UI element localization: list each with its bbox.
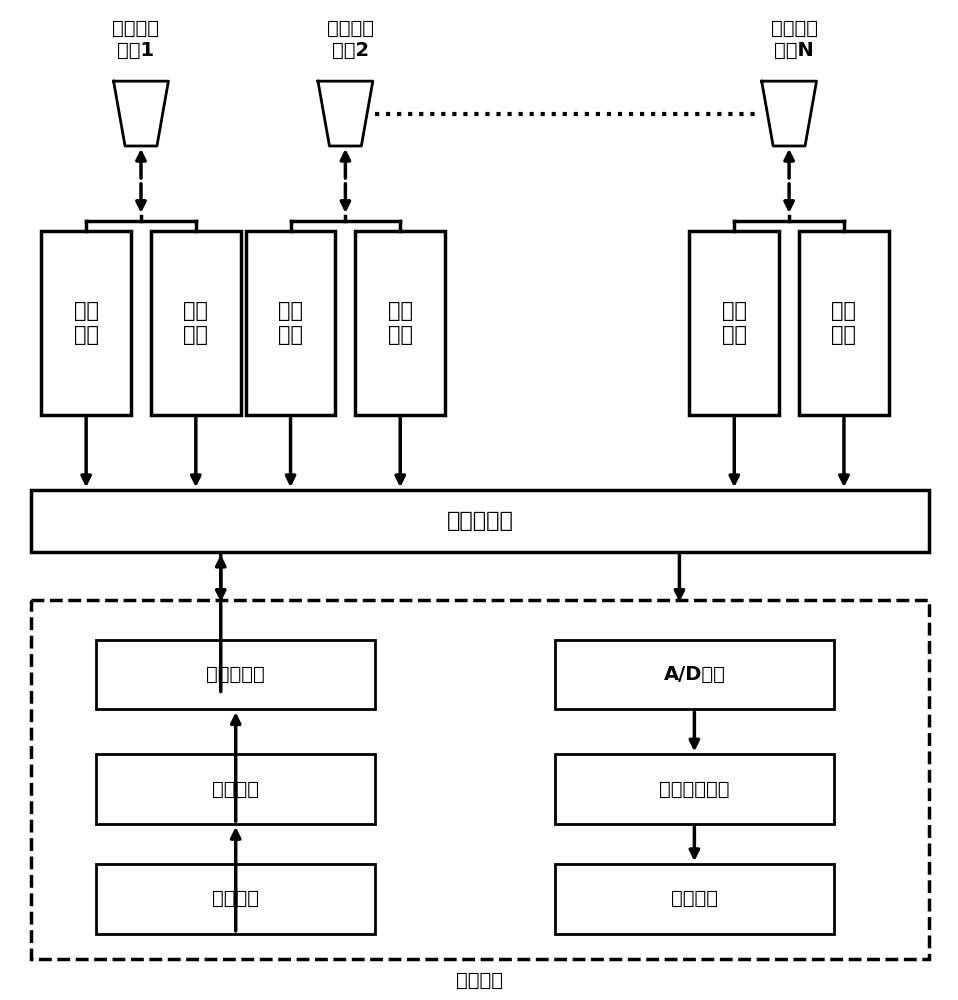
Text: 通道选择: 通道选择 bbox=[213, 889, 260, 908]
Text: 卷积编码: 卷积编码 bbox=[213, 780, 260, 799]
Bar bbox=[32, 600, 928, 959]
Text: 回波
电路: 回波 电路 bbox=[832, 301, 856, 345]
Text: 通道选择器: 通道选择器 bbox=[446, 511, 513, 531]
Text: A/D转换: A/D转换 bbox=[664, 665, 725, 684]
Polygon shape bbox=[114, 81, 169, 146]
Text: 超声波传
感器N: 超声波传 感器N bbox=[770, 19, 817, 60]
Text: 超声波传
感器1: 超声波传 感器1 bbox=[112, 19, 159, 60]
Bar bbox=[32, 490, 928, 552]
Bar bbox=[690, 231, 779, 415]
Bar bbox=[245, 231, 335, 415]
Text: 回波
电路: 回波 电路 bbox=[183, 301, 208, 345]
Text: 距离计算: 距离计算 bbox=[671, 889, 718, 908]
Text: 回波
电路: 回波 电路 bbox=[388, 301, 413, 345]
Bar bbox=[151, 231, 240, 415]
Bar bbox=[96, 864, 376, 934]
Bar bbox=[799, 231, 889, 415]
Bar bbox=[355, 231, 445, 415]
Bar bbox=[555, 754, 834, 824]
Bar bbox=[96, 754, 376, 824]
Text: 载波调制器: 载波调制器 bbox=[206, 665, 265, 684]
Text: 超声波传
感器2: 超声波传 感器2 bbox=[327, 19, 374, 60]
Text: 两步相关处理: 两步相关处理 bbox=[659, 780, 730, 799]
Text: 激励
电路: 激励 电路 bbox=[278, 301, 303, 345]
Polygon shape bbox=[318, 81, 373, 146]
Bar bbox=[555, 640, 834, 709]
Polygon shape bbox=[762, 81, 816, 146]
Text: 微处理器: 微处理器 bbox=[457, 971, 504, 990]
Text: 激励
电路: 激励 电路 bbox=[721, 301, 746, 345]
Bar bbox=[41, 231, 131, 415]
Bar bbox=[96, 640, 376, 709]
Text: 激励
电路: 激励 电路 bbox=[74, 301, 99, 345]
Bar bbox=[555, 864, 834, 934]
